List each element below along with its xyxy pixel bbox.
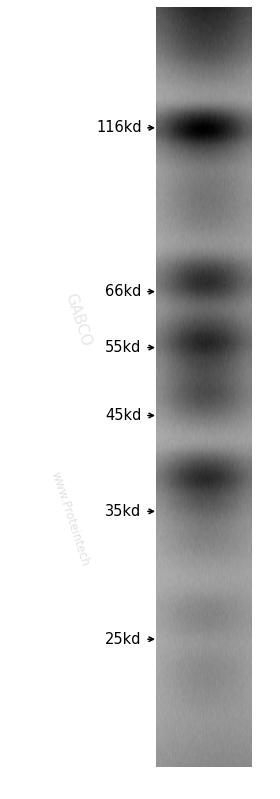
Text: 25kd: 25kd bbox=[105, 632, 142, 646]
Text: 45kd: 45kd bbox=[105, 408, 142, 423]
Text: 66kd: 66kd bbox=[105, 284, 142, 299]
Text: www.Proteintech: www.Proteintech bbox=[48, 471, 92, 568]
Text: 116kd: 116kd bbox=[96, 121, 142, 135]
Text: GABCO: GABCO bbox=[63, 291, 94, 348]
Text: 35kd: 35kd bbox=[106, 504, 142, 519]
Text: 55kd: 55kd bbox=[105, 340, 142, 355]
